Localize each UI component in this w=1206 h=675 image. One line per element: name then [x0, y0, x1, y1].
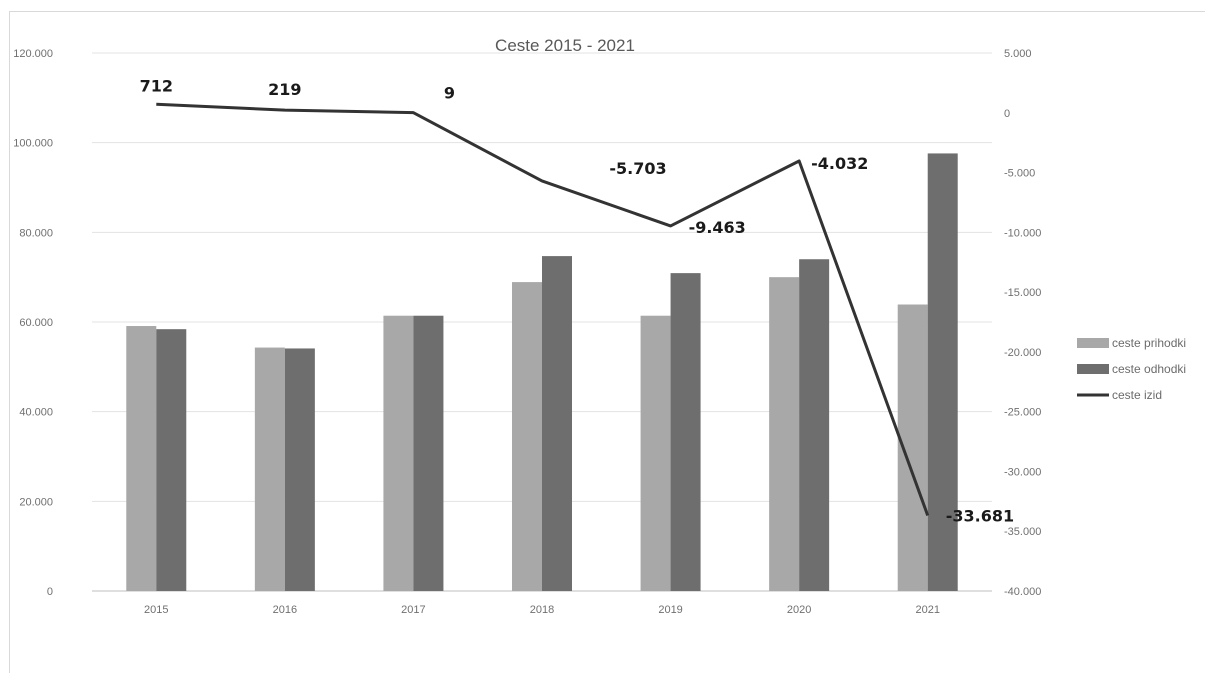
- x-axis-tick-label: 2015: [144, 604, 168, 616]
- right-axis-tick-label: 5.000: [1004, 48, 1032, 60]
- right-axis-tick-label: 0: [1004, 108, 1010, 120]
- chart-title: Ceste 2015 - 2021: [495, 36, 635, 55]
- bar-ceste-prihodki-2018: [512, 282, 542, 591]
- bar-ceste-prihodki-2019: [640, 315, 671, 591]
- x-axis-tick-label: 2017: [401, 604, 425, 616]
- bar-ceste-odhodki-2017: [413, 315, 444, 591]
- line-data-label: -9.463: [689, 218, 746, 237]
- bar-ceste-odhodki-2016: [284, 348, 315, 591]
- line-data-label: -5.703: [609, 159, 666, 178]
- bar-ceste-odhodki-2020: [799, 259, 830, 591]
- bar-ceste-prihodki-2020: [769, 277, 800, 591]
- line-series: [156, 102, 930, 516]
- x-axis-ticks: 2015 2016 2017 2018 2019 2020 2021: [144, 604, 940, 616]
- right-axis-tick-label: -30.000: [1004, 466, 1041, 478]
- left-axis-tick-label: 120.000: [13, 48, 53, 60]
- line-data-label: -33.681: [946, 506, 1014, 525]
- x-axis-tick-label: 2016: [273, 604, 297, 616]
- right-axis-tick-label: -20.000: [1004, 347, 1041, 359]
- left-axis-tick-label: 80.000: [19, 227, 53, 239]
- left-axis-tick-label: 100.000: [13, 138, 53, 150]
- right-axis-tick-label: -15.000: [1004, 287, 1041, 299]
- legend-label: ceste prihodki: [1112, 336, 1186, 350]
- x-axis-tick-label: 2020: [787, 604, 811, 616]
- bar-ceste-odhodki-2021: [927, 153, 958, 591]
- right-axis-tick-label: -10.000: [1004, 227, 1041, 239]
- bar-ceste-prihodki-2015: [126, 326, 157, 591]
- line-ceste-izid: [156, 102, 930, 516]
- right-axis-tick-label: -35.000: [1004, 526, 1041, 538]
- x-axis-tick-label: 2019: [658, 604, 682, 616]
- bar-ceste-odhodki-2019: [670, 273, 701, 591]
- legend: ceste prihodki ceste odhodki ceste izid: [1077, 336, 1186, 402]
- x-axis-tick-label: 2021: [915, 604, 939, 616]
- right-axis-tick-label: -40.000: [1004, 586, 1041, 598]
- right-axis-tick-label: -25.000: [1004, 407, 1041, 419]
- legend-label: ceste odhodki: [1112, 362, 1186, 376]
- bars: [126, 153, 958, 591]
- x-axis-tick-label: 2018: [530, 604, 554, 616]
- bar-ceste-odhodki-2015: [156, 329, 187, 591]
- left-axis-tick-label: 40.000: [19, 407, 53, 419]
- right-axis-ticks: -40.000 -35.000 -30.000 -25.000 -20.000 -15.0…: [1004, 48, 1041, 598]
- left-axis-ticks: 0 20.000 40.000 60.000 80.000 100.000 120.000: [13, 48, 53, 598]
- left-axis-tick-label: 20.000: [19, 496, 53, 508]
- bar-ceste-odhodki-2018: [542, 256, 572, 591]
- line-data-label: 9: [444, 84, 455, 103]
- bar-ceste-prihodki-2016: [254, 347, 285, 591]
- line-data-label: 712: [140, 76, 173, 95]
- legend-label: ceste izid: [1112, 388, 1162, 402]
- bar-ceste-prihodki-2017: [383, 315, 414, 591]
- left-axis-tick-label: 0: [47, 586, 53, 598]
- chart-frame: [9, 11, 1205, 673]
- line-data-label: -4.032: [811, 154, 868, 173]
- line-data-labels: 712 219 9 -5.703 -9.463 -4.032 -33.681: [140, 76, 1015, 525]
- left-axis-tick-label: 60.000: [19, 317, 53, 329]
- right-axis-tick-label: -5.000: [1004, 168, 1035, 180]
- legend-swatch-ceste-prihodki: [1077, 338, 1109, 348]
- legend-swatch-ceste-odhodki: [1077, 364, 1109, 374]
- line-data-label: 219: [268, 80, 301, 99]
